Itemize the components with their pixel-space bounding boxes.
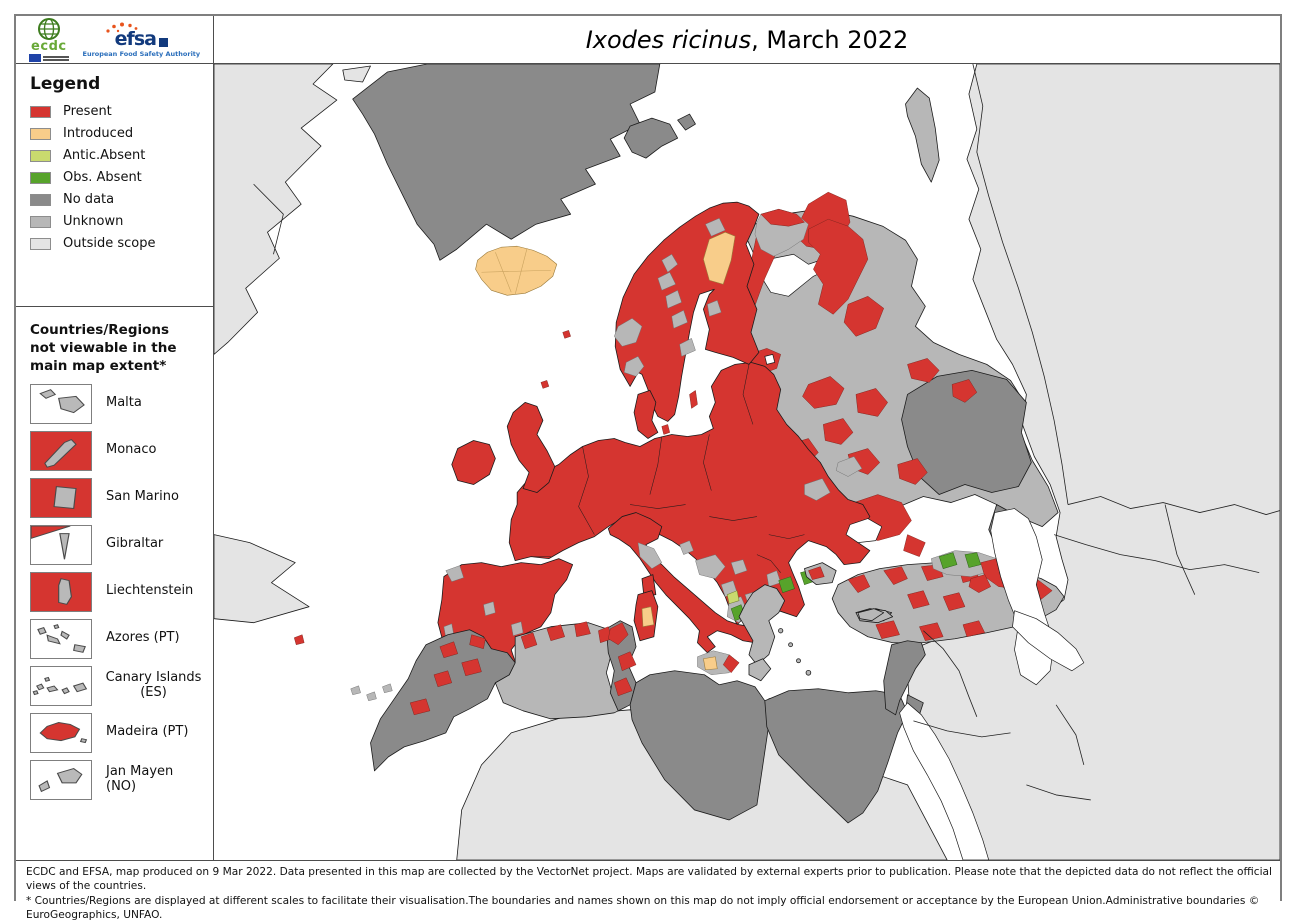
scandinavia [540,201,809,439]
map-frame: ecdc efsa European Food Safety Authority… [14,14,1282,921]
legend-swatch [30,215,51,228]
inset-panel-title: Countries/Regions not viewable in the ma… [30,322,177,375]
legend-label: Unknown [63,214,124,229]
cyprus [857,608,885,622]
legend-swatch [30,105,51,118]
inset-item-label: Jan Mayen (NO) [106,763,174,794]
title-date: , March 2022 [751,25,909,54]
footer-line1: ECDC and EFSA, map produced on 9 Mar 202… [26,866,1272,893]
legend-label: Antic.Absent [63,148,146,163]
inset-panel: Countries/Regions not viewable in the ma… [16,307,213,860]
inset-item-label: San Marino [106,489,179,505]
ecdc-logo: ecdc [28,17,69,62]
inset-item-label: Malta [106,395,142,411]
legend-item-antic-absent: Antic.Absent [30,148,201,163]
ecdc-wordmark: ecdc [31,39,67,54]
inset-item-label: Gibraltar [106,536,164,552]
legend-swatch [30,193,51,206]
efsa-logo: efsa European Food Safety Authority [82,22,201,58]
page-title: Ixodes ricinus, March 2022 [586,26,909,54]
legend-item-outside-scope: Outside scope [30,236,201,251]
azores-thumbnail-icon [30,618,92,659]
legend-item-present: Present [30,104,201,119]
janmayen-thumbnail-icon [30,759,92,800]
inset-item-janmayen: Jan Mayen (NO) [30,759,207,800]
legend-swatch [30,237,51,250]
legend-label: Obs. Absent [63,170,142,185]
sea-overlays [764,354,1085,860]
outside-scope-lands [214,64,1280,860]
inset-item-label: Madeira (PT) [106,724,189,740]
legend-swatch [30,127,51,140]
ukraine-unknown-patches [804,456,863,501]
inset-item-label: Monaco [106,442,157,458]
left-sidebar: Legend Present Introduced Antic.Absent Obs.… [16,64,214,860]
outside-borders [253,64,1280,801]
legend-label: No data [63,192,115,207]
inset-item-label: Canary Islands (ES) [105,669,202,700]
legend-item-obs-absent: Obs. Absent [30,170,201,185]
inset-item-sanmarino: San Marino [30,477,207,518]
europe-map [214,64,1280,860]
inset-items: Malta Monaco San Marino Gibraltar Liechtenst… [30,383,207,800]
efsa-square-icon [158,37,168,47]
inset-item-madeira: Madeira (PT) [30,712,207,753]
legend-item-introduced: Introduced [30,126,201,141]
iceland [475,245,558,296]
legend-items: Present Introduced Antic.Absent Obs. Absent… [30,104,201,251]
ecdc-eu-flag [28,54,69,62]
legend-panel: Legend Present Introduced Antic.Absent Obs.… [16,64,213,307]
legend-item-unknown: Unknown [30,214,201,229]
country-borders [531,364,805,573]
gibraltar-thumbnail-icon [30,524,92,565]
greenland-svalbard [352,64,696,261]
efsa-stars-icon [106,22,138,33]
inset-item-liechtenstein: Liechtenstein [30,571,207,612]
legend-label: Present [63,104,112,119]
efsa-wordmark: efsa [114,27,157,50]
inset-item-malta: Malta [30,383,207,424]
liechtenstein-thumbnail-icon [30,571,92,612]
sanmarino-thumbnail-icon [30,477,92,518]
logo-cell: ecdc efsa European Food Safety Authority [16,16,214,63]
inset-item-canary: Canary Islands (ES) [30,665,207,706]
inset-item-label: Azores (PT) [106,630,180,646]
ecdc-globe-icon [37,18,60,40]
italy [607,512,760,675]
species-name: Ixodes ricinus [585,25,752,54]
legend-swatch [30,171,51,184]
map-area [214,64,1280,860]
header: ecdc efsa European Food Safety Authority… [16,16,1280,64]
legend-title: Legend [30,74,101,94]
efsa-tagline: European Food Safety Authority [82,49,201,58]
british-isles [451,402,556,493]
legend-label: Outside scope [63,236,156,251]
inset-item-monaco: Monaco [30,430,207,471]
legend-item-no-data: No data [30,192,201,207]
footer-line2: * Countries/Regions are displayed at dif… [26,894,1260,921]
inset-item-azores: Azores (PT) [30,618,207,659]
canary-thumbnail-icon [30,665,92,706]
legend-label: Introduced [63,126,134,141]
inset-item-gibraltar: Gibraltar [30,524,207,565]
iceland-region-lines [481,248,551,295]
inset-item-label: Liechtenstein [106,583,194,599]
title-cell: Ixodes ricinus, March 2022 [214,16,1280,63]
legend-swatch [30,149,51,162]
malta-thumbnail-icon [30,383,92,424]
madeira-thumbnail-icon [30,712,92,753]
monaco-thumbnail-icon [30,430,92,471]
footer: ECDC and EFSA, map produced on 9 Mar 202… [16,860,1280,921]
